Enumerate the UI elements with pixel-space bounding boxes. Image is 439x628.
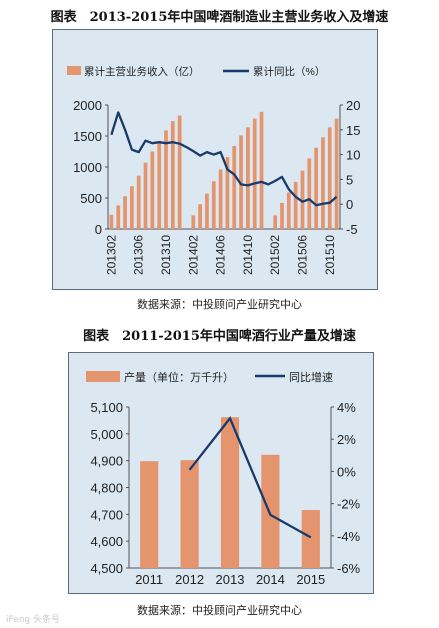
right-tick-label: 4% xyxy=(337,400,356,415)
revenue-bar xyxy=(225,157,230,229)
revenue-bar xyxy=(314,147,318,229)
growth-line xyxy=(188,416,312,539)
revenue-bar xyxy=(218,169,223,229)
left-tick-label: 1000 xyxy=(73,160,102,175)
left-tick-label: 4,800 xyxy=(90,481,123,496)
chart2-title: 图表 2011-2015年中国啤酒行业产量及增速 xyxy=(83,329,356,344)
right-tick-label: -4% xyxy=(337,529,361,544)
revenue-bar xyxy=(246,127,250,229)
revenue-bar xyxy=(157,140,162,229)
x-tick-label: 201410 xyxy=(241,235,255,275)
right-tick-label: 10 xyxy=(346,148,360,163)
left-tick-label: 5,000 xyxy=(90,427,123,442)
left-tick-label: 2000 xyxy=(73,98,102,113)
right-tick-label: -6% xyxy=(337,561,361,576)
revenue-bar xyxy=(150,151,155,229)
revenue-bar xyxy=(334,118,339,229)
x-tick-label: 2013 xyxy=(216,572,245,587)
revenue-bar xyxy=(143,162,148,229)
revenue-bar xyxy=(164,130,168,229)
revenue-bar xyxy=(232,145,237,229)
revenue-bar xyxy=(252,118,257,229)
right-tick-label: -2% xyxy=(337,497,361,512)
right-tick-label: 5 xyxy=(346,172,353,187)
production-bar xyxy=(301,510,320,568)
production-bar xyxy=(261,454,280,568)
revenue-bar xyxy=(286,192,291,229)
chart1-title: 图表 2013-2015年中国啤酒制造业主营业务收入及增速 xyxy=(50,10,389,25)
chart1-svg: 累计主营业务收入（亿） 累计同比（%） 0 500 1000 1500 2000 -5 0 5 10… xyxy=(67,65,360,275)
legend-bar-swatch xyxy=(86,371,120,382)
x-tick-label: 201502 xyxy=(268,235,282,275)
x-tick-label: 201406 xyxy=(214,235,228,275)
growth-line xyxy=(110,111,338,207)
right-tick-label: -5 xyxy=(346,222,358,237)
revenue-bar xyxy=(327,127,332,229)
watermark: iFeng 头条号 xyxy=(6,615,61,625)
revenue-bar xyxy=(307,158,312,229)
revenue-bar xyxy=(273,215,278,229)
revenue-bar xyxy=(239,135,243,229)
production-bar xyxy=(140,461,159,568)
left-tick-label: 1500 xyxy=(73,129,102,144)
chart1-panel: 累计主营业务收入（亿） 累计同比（%） 0 500 1000 1500 2000 -5 0 5 10… xyxy=(52,29,378,290)
revenue-bar xyxy=(280,202,284,229)
legend-line-label: 同比增速 xyxy=(289,370,333,384)
revenue-bar xyxy=(116,205,121,229)
x-tick-label: 201402 xyxy=(186,235,200,275)
legend-bar-label: 产量（单位：万千升） xyxy=(124,370,234,384)
x-tick-label: 2012 xyxy=(175,572,204,587)
x-tick-label: 2015 xyxy=(296,572,325,587)
left-tick-label: 4,900 xyxy=(90,454,123,469)
right-tick-label: 2% xyxy=(337,432,356,447)
revenue-bar xyxy=(259,111,264,229)
x-tick-label: 201506 xyxy=(295,235,309,275)
right-tick-label: 0 xyxy=(346,197,353,212)
x-tick-label: 2014 xyxy=(256,572,285,587)
x-tick-label: 2011 xyxy=(135,572,163,587)
production-bar xyxy=(180,460,199,568)
revenue-bar xyxy=(321,137,325,229)
x-tick-label: 201302 xyxy=(104,235,118,275)
revenue-bar xyxy=(198,204,202,229)
chart1-source: 数据来源：中投顾问产业研究中心 xyxy=(137,298,302,311)
left-tick-label: 5,100 xyxy=(90,400,123,415)
legend-bar-label: 累计主营业务收入（亿） xyxy=(84,65,200,78)
x-tick-label: 201310 xyxy=(159,235,173,275)
left-tick-label: 4,700 xyxy=(90,507,123,522)
left-tick-label: 0 xyxy=(95,222,102,237)
legend-line-label: 累计同比（%） xyxy=(253,65,325,78)
left-tick-label: 500 xyxy=(80,191,102,206)
chart2-source: 数据来源：中投顾问产业研究中心 xyxy=(137,604,302,617)
right-tick-label: 20 xyxy=(346,98,360,113)
chart2-svg: 产量（单位：万千升） 同比增速 4,500 4,600 4,700 4,800 4,900 5… xyxy=(86,370,361,587)
revenue-bar xyxy=(205,193,209,229)
revenue-bar xyxy=(293,181,298,229)
revenue-bar xyxy=(177,115,182,229)
legend-bar-swatch xyxy=(67,66,81,75)
revenue-bar xyxy=(191,215,196,229)
left-tick-label: 4,600 xyxy=(90,534,123,549)
revenue-bar xyxy=(170,121,175,229)
right-tick-label: 15 xyxy=(346,123,360,138)
revenue-bar xyxy=(211,181,216,229)
x-tick-label: 201306 xyxy=(132,235,146,275)
revenue-bar xyxy=(130,186,134,229)
left-tick-label: 4,500 xyxy=(90,561,123,576)
revenue-bar xyxy=(123,196,127,229)
x-tick-label: 201510 xyxy=(323,235,337,275)
right-tick-label: 0% xyxy=(337,464,356,479)
chart2-panel: 产量（单位：万千升） 同比增速 4,500 4,600 4,700 4,800 4,900 5… xyxy=(68,352,374,594)
revenue-bar xyxy=(136,175,141,229)
production-bar xyxy=(220,417,240,568)
revenue-bar xyxy=(300,170,305,229)
revenue-bar xyxy=(109,214,114,229)
